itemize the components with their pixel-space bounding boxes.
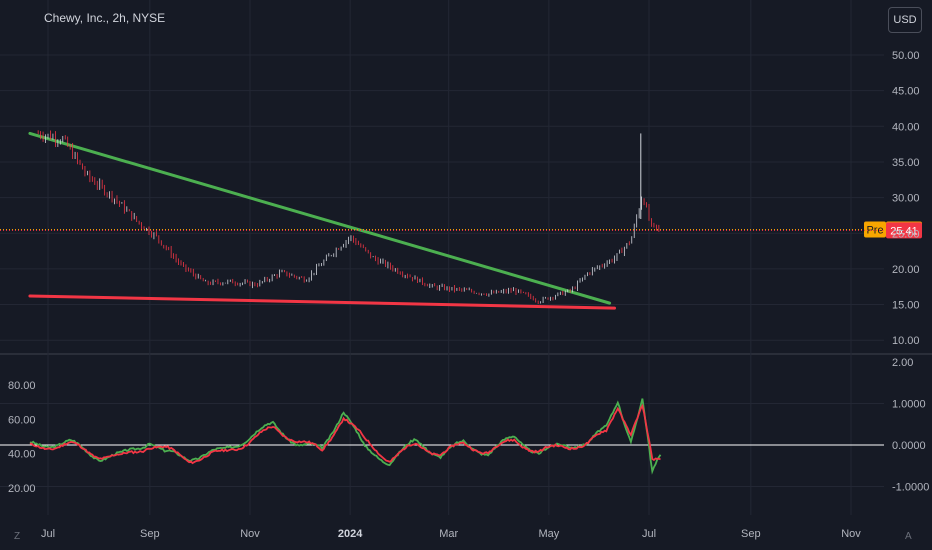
price-badge (886, 222, 922, 239)
price-tick-label: 25.00 (892, 228, 920, 240)
currency-button[interactable]: USD (888, 7, 922, 33)
time-tick-label: May (538, 528, 559, 540)
candles (37, 130, 660, 304)
auto-scale-toggle[interactable]: A (905, 531, 912, 542)
grid-layer (0, 0, 932, 515)
price-tick-label: 15.00 (892, 300, 920, 312)
lower-trendline (28, 294, 617, 310)
price-tick-label: 10.00 (892, 335, 920, 347)
osc-right-tick-label: 1.0000 (892, 399, 926, 411)
pre-badge-label: Pre (866, 225, 883, 237)
upper-trendline (28, 131, 612, 305)
pre-badge (864, 221, 886, 238)
time-tick-label: Nov (240, 528, 260, 540)
price-badge-value: 25.41 (890, 225, 918, 237)
oscillator-pane (0, 398, 884, 475)
trendlines[interactable] (28, 131, 617, 310)
osc-left-tick-label: 80.00 (8, 380, 36, 392)
osc-right-tick-label: 0.0000 (892, 440, 926, 452)
osc-left-tick-label: 20.00 (8, 483, 36, 495)
osc-left-tick-label: 40.00 (8, 449, 36, 461)
time-tick-label: Sep (741, 528, 761, 540)
osc-right-tick-label: 2.00 (892, 357, 913, 369)
price-tick-label: 30.00 (892, 193, 920, 205)
price-tick-label: 40.00 (892, 121, 920, 133)
osc-left-tick-label: 60.00 (8, 414, 36, 426)
price-levels: 25.52Pre25.41 (0, 221, 922, 239)
axes: 10.00 15.00 20.00 25.00 30.00 35.00 40.00 45.00… (8, 50, 929, 540)
osc-right-tick-label: -1.0000 (892, 482, 929, 494)
price-tick-label: 35.00 (892, 157, 920, 169)
time-tick-label: Nov (841, 528, 861, 540)
time-tick-label: Jul (642, 528, 656, 540)
chart-title: Chewy, Inc., 2h, NYSE (44, 11, 165, 25)
time-tick-label: Mar (439, 528, 458, 540)
price-tick-label: 20.00 (892, 264, 920, 276)
price-tick-label: 50.00 (892, 50, 920, 62)
time-tick-label: Jul (41, 528, 55, 540)
osc-slow-line (29, 403, 661, 465)
osc-fast-line (29, 398, 662, 475)
time-tick-label: Sep (140, 528, 160, 540)
log-scale-toggle[interactable]: Z (14, 531, 21, 542)
price-tick-label: 45.00 (892, 86, 920, 98)
time-tick-label: 2024 (338, 528, 363, 540)
